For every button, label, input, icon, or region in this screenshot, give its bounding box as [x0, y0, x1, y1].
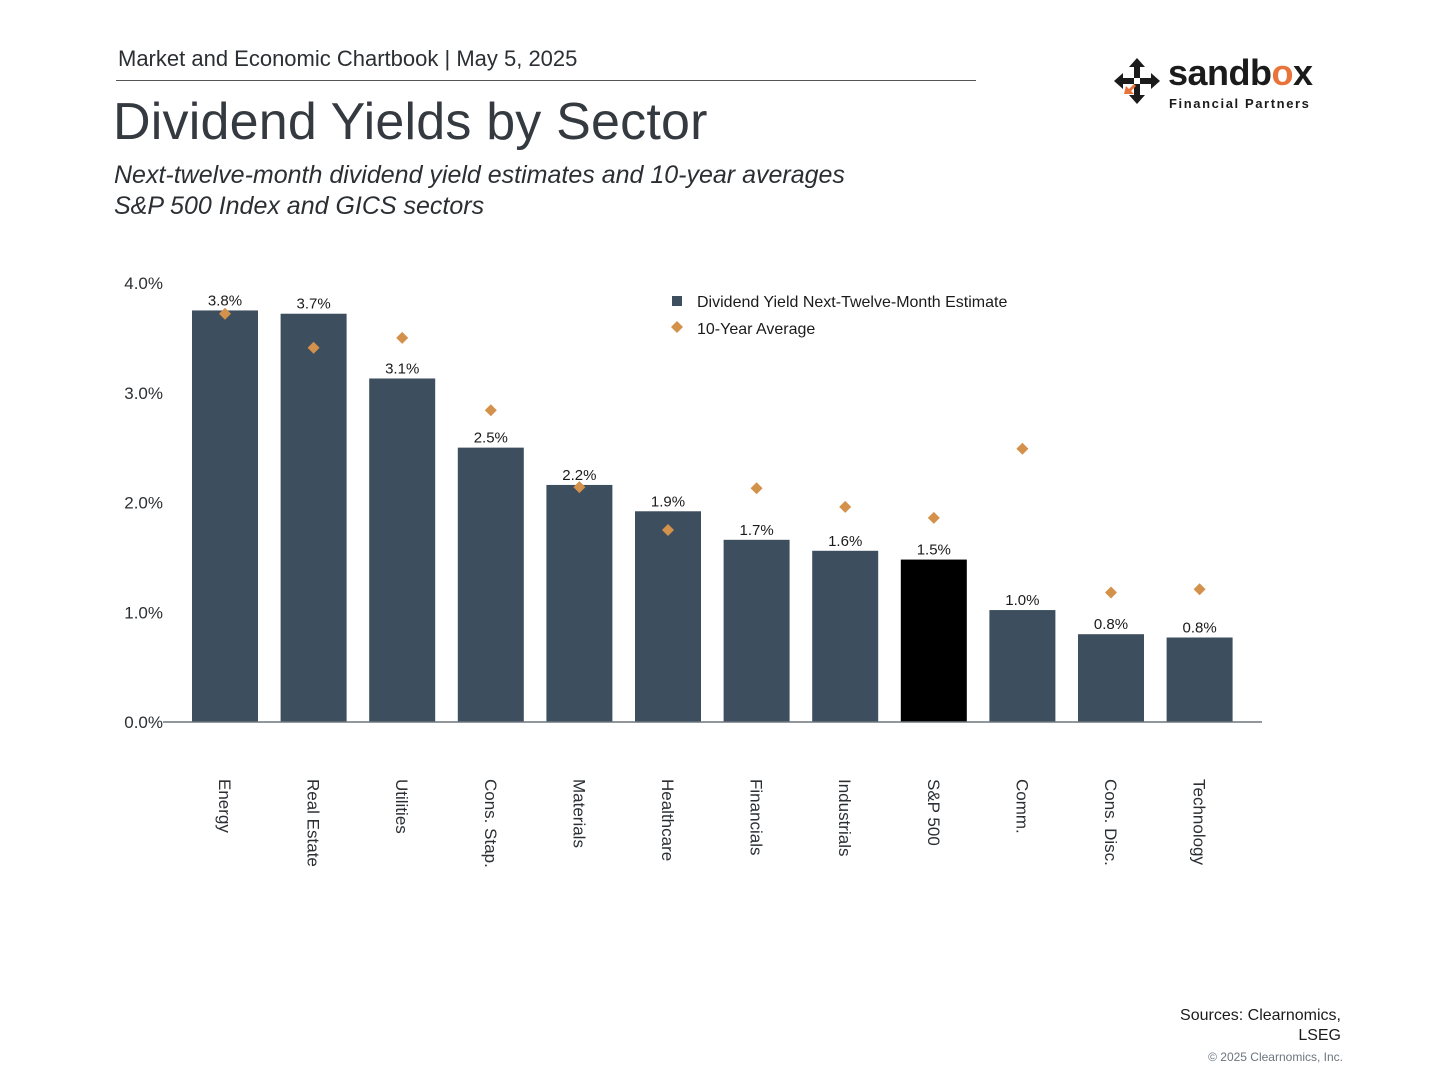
ten-year-average-marker — [396, 331, 409, 344]
sandbox-logo: sandbox Financial Partners — [1112, 52, 1332, 112]
logo-subtitle: Financial Partners — [1169, 96, 1311, 111]
x-category-label: S&P 500 — [924, 779, 943, 846]
bar-data-labels: 3.8% 3.7% 3.1% 2.5% 2.2% 1.9% 1.7% 1.6% 1.5% 1.0%… — [208, 292, 1217, 636]
header-divider — [116, 80, 976, 81]
y-axis: 0.0% 1.0% 2.0% 3.0% 4.0% — [124, 274, 163, 732]
bar-financials — [723, 539, 790, 722]
ten-year-average-marker — [662, 523, 674, 536]
x-category-label: Energy — [215, 779, 234, 833]
bar-value-label: 2.2% — [562, 467, 596, 484]
ten-year-average-marker — [1016, 442, 1029, 455]
x-axis-category-labels: Energy Real Estate Utilities Cons. Stap. Mat… — [215, 779, 1209, 868]
bar-value-label: 3.7% — [296, 296, 330, 313]
x-category-label: Technology — [1190, 779, 1209, 866]
legend-diamond-icon — [671, 321, 683, 333]
x-category-label: Comm. — [1012, 779, 1031, 834]
bar-value-label: 0.8% — [1094, 616, 1128, 633]
bar-technology — [1166, 637, 1233, 722]
subtitle-line-1: Next-twelve-month dividend yield estimat… — [114, 161, 845, 189]
ten-year-average-marker — [750, 482, 763, 495]
bar-s-p-500 — [900, 559, 967, 722]
bar-energy — [192, 310, 258, 722]
bar-value-label: 1.0% — [1005, 592, 1039, 609]
logo-wordmark: sandbox — [1168, 52, 1313, 93]
bar-value-label: 3.8% — [208, 292, 242, 309]
page-title: Dividend Yields by Sector — [113, 93, 708, 151]
x-category-label: Industrials — [835, 779, 854, 856]
bar-cons-stap- — [457, 447, 524, 722]
y-tick-label: 0.0% — [124, 713, 163, 732]
y-tick-label: 2.0% — [124, 494, 163, 513]
bar-materials — [546, 484, 613, 722]
bar-value-label: 2.5% — [474, 430, 508, 447]
copyright: © 2025 Clearnomics, Inc. — [1208, 1050, 1343, 1064]
x-category-label: Financials — [747, 779, 766, 856]
ten-year-average-marker — [927, 511, 940, 524]
ten-year-average-marker — [307, 341, 320, 354]
bar-value-label: 0.8% — [1182, 619, 1216, 636]
bar-cons-disc- — [1078, 634, 1144, 722]
y-tick-label: 3.0% — [124, 384, 163, 403]
ten-year-average-marker — [573, 481, 586, 494]
bar-value-label: 1.9% — [651, 493, 685, 510]
bar-comm- — [989, 610, 1056, 722]
sources-note: Sources: Clearnomics, LSEG — [1180, 1007, 1341, 1044]
x-category-label: Healthcare — [658, 779, 677, 861]
legend-average-label: 10-Year Average — [697, 321, 815, 338]
x-category-label: Cons. Stap. — [481, 779, 500, 868]
bar-utilities — [369, 378, 436, 722]
bar-value-label: 1.7% — [739, 522, 773, 539]
sandbox-arrows-icon — [1114, 58, 1160, 104]
legend-bar-label: Dividend Yield Next-Twelve-Month Estimat… — [697, 294, 1007, 311]
legend-bar-swatch — [672, 296, 682, 306]
subtitle-line-2: S&P 500 Index and GICS sectors — [114, 192, 485, 220]
bar-value-label: 3.1% — [385, 360, 419, 377]
x-category-label: Materials — [569, 779, 588, 848]
ten-year-average-marker — [219, 307, 231, 320]
ten-year-average-series — [219, 307, 1206, 599]
ten-year-average-marker — [484, 404, 497, 417]
y-tick-label: 1.0% — [124, 603, 163, 622]
y-tick-label: 4.0% — [124, 274, 163, 293]
x-category-label: Cons. Disc. — [1101, 779, 1120, 866]
bar-industrials — [812, 550, 879, 722]
bar-healthcare — [635, 511, 701, 722]
bar-value-label: 1.5% — [917, 542, 951, 559]
x-category-label: Utilities — [392, 779, 411, 834]
chartbook-header: Market and Economic Chartbook | May 5, 2… — [118, 46, 578, 71]
bar-value-label: 1.6% — [828, 533, 862, 550]
ten-year-average-marker — [839, 500, 852, 513]
bar-series — [192, 310, 1233, 722]
x-category-label: Real Estate — [304, 779, 323, 867]
legend: Dividend Yield Next-Twelve-Month Estimat… — [671, 294, 1007, 338]
ten-year-average-marker — [1193, 583, 1206, 596]
bar-real-estate — [280, 313, 347, 722]
ten-year-average-marker — [1105, 586, 1117, 599]
